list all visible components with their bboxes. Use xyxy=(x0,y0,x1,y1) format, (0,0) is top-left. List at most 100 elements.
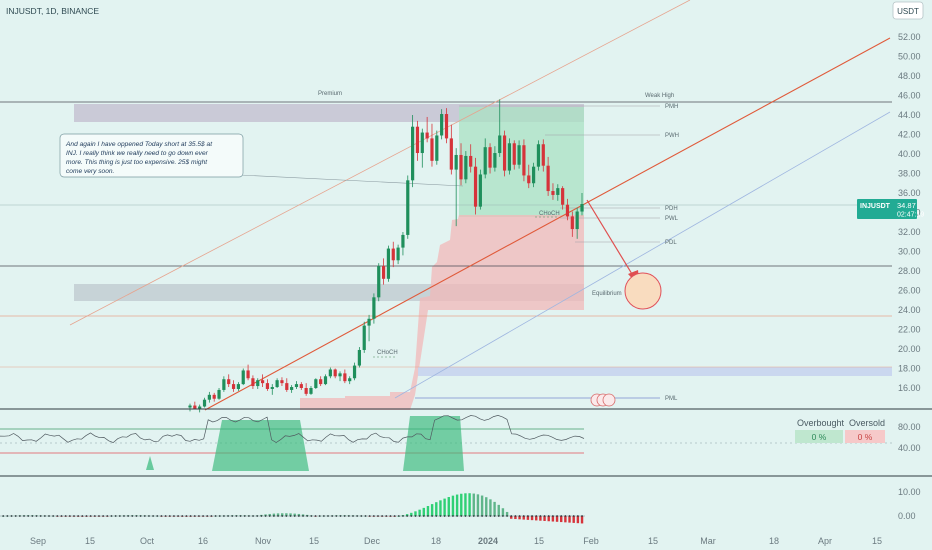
momentum-bar xyxy=(455,494,459,516)
annotation-callout[interactable]: And again I have oppened Today short at … xyxy=(59,133,244,178)
momentum-bar xyxy=(530,516,534,521)
time-tick: 15 xyxy=(534,536,544,546)
momentum-bar xyxy=(422,507,425,516)
momentum-dot xyxy=(331,515,334,517)
candle-body xyxy=(464,155,468,180)
candle-body xyxy=(188,405,192,408)
candle-body xyxy=(246,370,250,379)
time-tick: 18 xyxy=(431,536,441,546)
momentum-bar xyxy=(518,516,521,520)
momentum-dot xyxy=(489,515,492,517)
momentum-dot xyxy=(381,515,384,517)
candle-body xyxy=(575,211,579,230)
time-tick: Oct xyxy=(140,536,155,546)
candle-body xyxy=(227,379,231,385)
price-tick: 46.00 xyxy=(898,91,921,101)
candle-body xyxy=(314,379,318,388)
price-tick: 48.00 xyxy=(898,71,921,81)
candle-body xyxy=(536,144,541,167)
oversold-value-box xyxy=(845,430,885,443)
candle-body xyxy=(236,384,240,389)
candle-body xyxy=(473,166,478,207)
pml-marker-icon xyxy=(590,393,616,407)
time-tick: Sep xyxy=(30,536,46,546)
pdh-label: PDH xyxy=(665,206,678,212)
momentum-dot xyxy=(422,515,425,517)
rsi-panel[interactable]: Overbought Oversold 0 % 0 % 80.00 40.00 xyxy=(0,415,921,471)
candle-body xyxy=(527,175,531,184)
momentum-panel[interactable]: 10.00 0.00 xyxy=(0,487,921,524)
momentum-dot xyxy=(93,515,96,517)
time-tick: 15 xyxy=(309,536,319,546)
momentum-dot xyxy=(285,515,288,517)
currency-button[interactable]: USDT xyxy=(892,1,924,20)
momentum-dot xyxy=(118,515,121,517)
momentum-dot xyxy=(218,515,221,517)
momentum-dot xyxy=(139,515,142,517)
momentum-dot xyxy=(152,515,155,517)
time-tick: Feb xyxy=(583,536,599,546)
time-axis[interactable]: Sep 15 Oct 16 Nov 15 Dec 18 2024 15 Feb 15 Mar 18 Apr 1… xyxy=(30,536,882,546)
candle-body xyxy=(275,380,279,388)
momentum-bar xyxy=(580,516,584,524)
candle-body xyxy=(391,248,395,261)
momentum-dot xyxy=(356,515,359,517)
momentum-dot xyxy=(418,515,421,517)
price-tick: 52.00 xyxy=(898,32,921,42)
candle-body xyxy=(454,154,458,170)
candles-layer[interactable] xyxy=(188,99,584,413)
momentum-bar xyxy=(505,511,509,516)
momentum-bar xyxy=(276,513,280,516)
annotation-line-2: INJ. I really think we really need to go… xyxy=(66,150,209,157)
oversold-label: Oversold xyxy=(849,418,885,428)
overbought-value: 0 % xyxy=(812,432,827,442)
price-tick: 42.00 xyxy=(898,130,921,140)
momentum-bar xyxy=(497,504,500,516)
momentum-dot xyxy=(302,515,304,517)
momentum-dot xyxy=(110,515,113,517)
momentum-dot xyxy=(148,515,150,517)
momentum-dot xyxy=(372,515,375,517)
momentum-bar xyxy=(576,516,580,524)
momentum-dot xyxy=(452,515,454,517)
momentum-bar xyxy=(547,516,550,522)
price-tick: 18.00 xyxy=(898,364,921,374)
candle-body xyxy=(435,135,439,161)
candle-body xyxy=(328,369,332,377)
candle-body xyxy=(198,406,202,409)
momentum-dot xyxy=(522,515,525,517)
target-circle xyxy=(624,272,662,310)
momentum-dot xyxy=(81,515,84,517)
momentum-dot xyxy=(393,515,396,517)
momentum-dot xyxy=(31,515,34,517)
candle-body xyxy=(207,394,211,400)
momentum-tick-10: 10.00 xyxy=(898,487,921,497)
momentum-bar xyxy=(414,511,417,516)
momentum-dot xyxy=(439,515,442,517)
momentum-dot xyxy=(327,515,329,517)
candle-body xyxy=(459,154,463,180)
candle-body xyxy=(556,188,560,195)
candle-body xyxy=(241,370,245,385)
momentum-dot xyxy=(397,515,400,517)
momentum-dot xyxy=(189,515,192,517)
momentum-dot xyxy=(289,515,292,517)
lower-channel-line xyxy=(394,111,891,399)
momentum-dot xyxy=(431,515,434,517)
price-tag-countdown: 02:47:19 xyxy=(897,212,924,219)
candle-body xyxy=(512,143,516,165)
momentum-dot xyxy=(173,515,175,517)
momentum-dot xyxy=(6,515,9,517)
candle-body xyxy=(430,138,434,161)
candle-body xyxy=(357,349,361,366)
momentum-dot xyxy=(493,515,496,517)
momentum-dot xyxy=(256,515,259,517)
candle-body xyxy=(493,153,497,168)
momentum-dot xyxy=(214,515,217,517)
momentum-bar xyxy=(272,513,276,516)
candle-body xyxy=(425,132,429,139)
momentum-dot xyxy=(85,515,88,517)
candle-body xyxy=(333,369,337,377)
candle-body xyxy=(285,383,289,390)
